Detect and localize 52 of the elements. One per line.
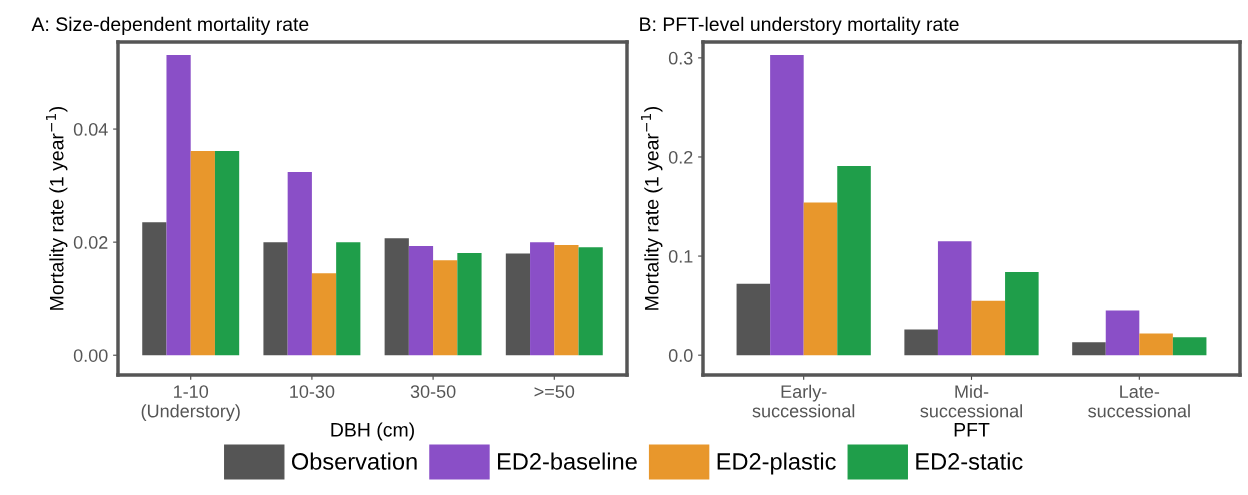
y-tick-label: 0.00 bbox=[73, 349, 108, 362]
bar bbox=[578, 247, 603, 356]
bar bbox=[904, 329, 938, 356]
bar bbox=[1172, 337, 1207, 356]
bar bbox=[1072, 342, 1106, 356]
bar bbox=[214, 151, 240, 356]
y-tick-label: 0.3 bbox=[668, 51, 693, 65]
y-axis-title: Mortality rate (1 year$^{−1}$) bbox=[46, 107, 68, 310]
bar bbox=[1105, 310, 1140, 356]
x-axis-title: PFT bbox=[954, 423, 990, 437]
bar bbox=[457, 252, 482, 356]
x-tick-label: Late- successional bbox=[1088, 385, 1190, 418]
bar bbox=[837, 165, 871, 356]
x-tick-label: 10-30 bbox=[290, 385, 335, 398]
legend-label: Observation bbox=[291, 452, 417, 470]
bar bbox=[287, 172, 312, 356]
bar bbox=[166, 55, 191, 356]
x-tick-label: 30-50 bbox=[410, 385, 456, 398]
bar bbox=[530, 242, 555, 356]
bar bbox=[770, 54, 804, 356]
legend-label: ED2-static bbox=[916, 452, 1023, 470]
bar bbox=[505, 253, 531, 356]
x-tick-label: >=50 bbox=[534, 385, 575, 398]
bar bbox=[554, 244, 579, 356]
bar bbox=[1005, 271, 1039, 356]
y-tick-label: 0.02 bbox=[73, 236, 108, 249]
chart-title: A: Size-dependent mortality rate bbox=[31, 16, 309, 35]
bar bbox=[803, 202, 838, 356]
y-tick-label: 0.1 bbox=[668, 250, 693, 263]
bar bbox=[190, 151, 215, 356]
x-tick-label: Mid- successional bbox=[920, 384, 1022, 418]
bar bbox=[736, 283, 771, 356]
y-tick-label: 0.2 bbox=[668, 150, 693, 164]
bar bbox=[433, 260, 458, 356]
y-tick-label: 0.04 bbox=[73, 123, 108, 136]
bar bbox=[1139, 333, 1173, 356]
bar bbox=[937, 241, 972, 356]
bar bbox=[971, 300, 1006, 356]
y-tick-label: 0.0 bbox=[668, 349, 693, 362]
x-axis-title: DBH (cm) bbox=[331, 422, 414, 441]
bar bbox=[336, 242, 361, 356]
chart-title: B: PFT-level understory mortality rate bbox=[640, 16, 959, 35]
bar bbox=[384, 238, 409, 356]
bar bbox=[263, 242, 288, 356]
x-tick-label: Early- successional bbox=[752, 384, 855, 418]
x-tick-label: 1-10 (Understory) bbox=[141, 385, 240, 421]
legend-label: ED2-plastic bbox=[717, 452, 836, 475]
bar bbox=[311, 273, 337, 356]
y-axis-title: Mortality rate (1 year$^{−1}$) bbox=[641, 107, 663, 310]
bar bbox=[408, 246, 434, 356]
bar bbox=[142, 222, 167, 356]
legend-label: ED2-baseline bbox=[498, 452, 637, 470]
